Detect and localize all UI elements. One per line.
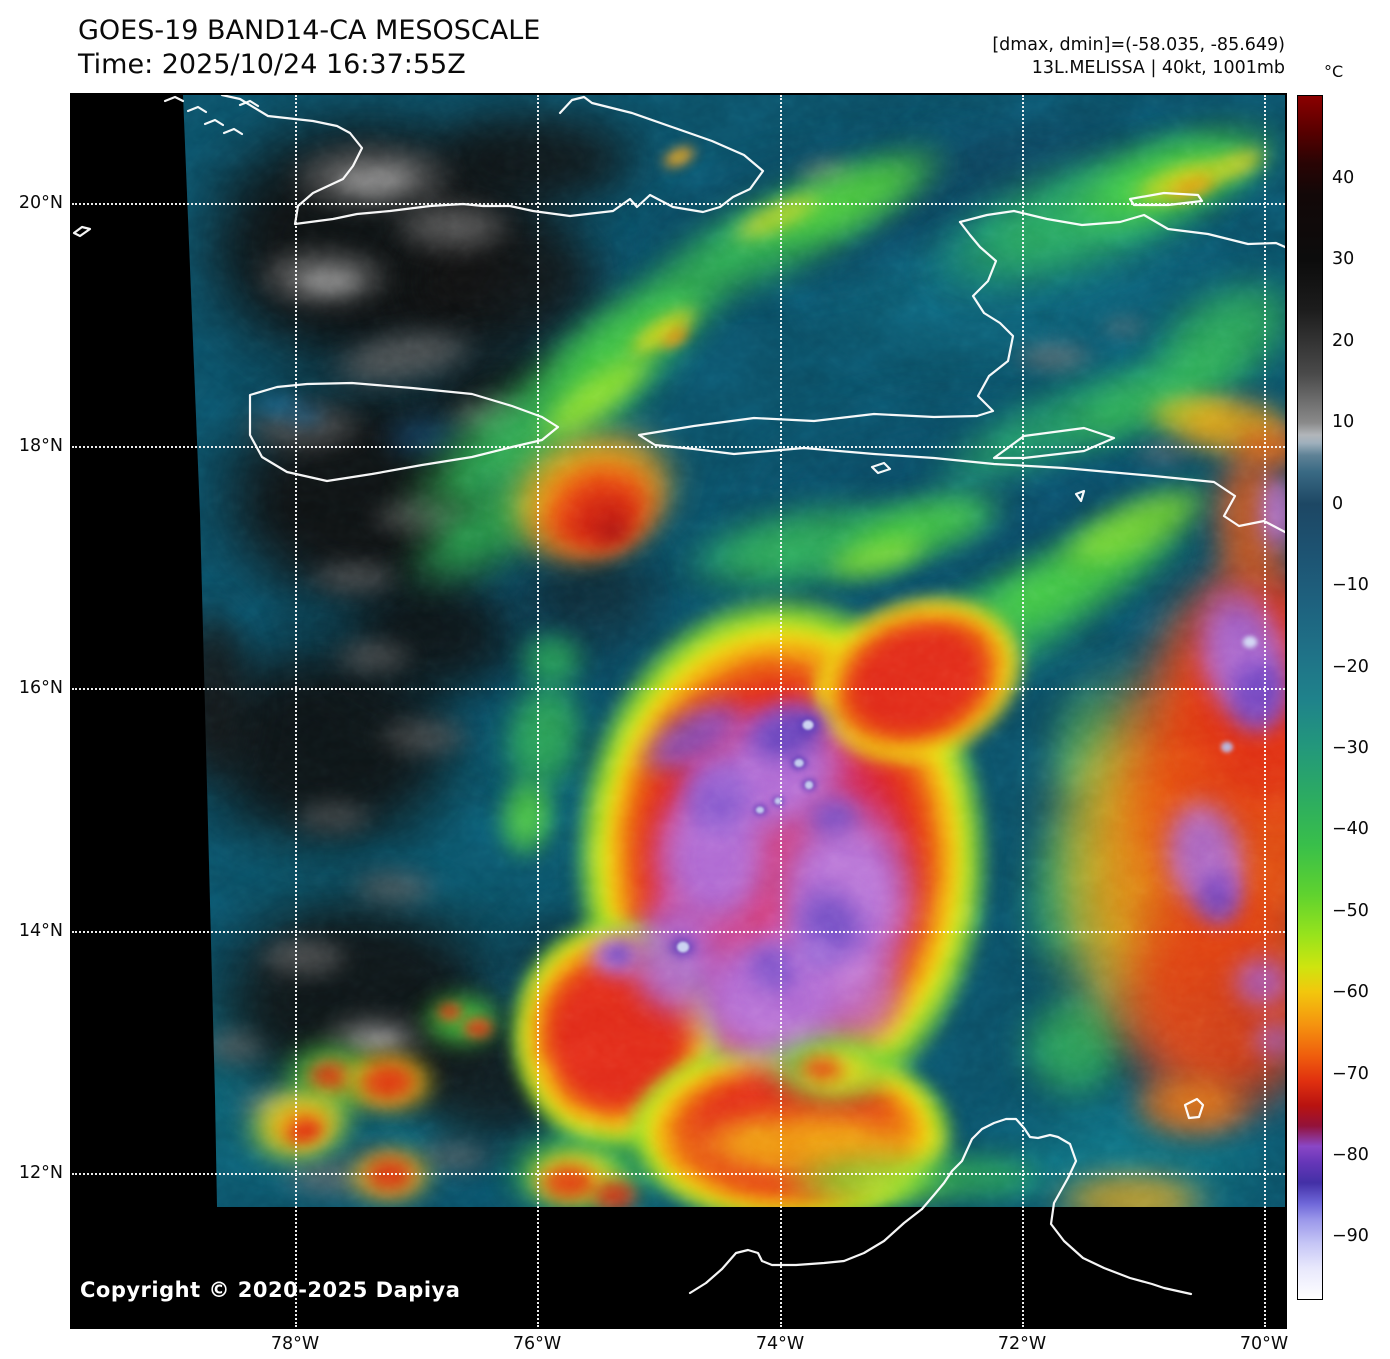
colorbar-tick-label: 0 <box>1332 493 1344 514</box>
coastline-south-america-west <box>688 1207 924 1295</box>
info-block: [dmax, dmin]=(-58.035, -85.649) 13L.MELI… <box>992 34 1285 80</box>
coastline-tortue-island <box>1128 191 1204 207</box>
colorbar-tick-label: −80 <box>1332 1145 1369 1166</box>
coastline-tiburon-peninsula <box>637 412 1285 534</box>
coastline-aruba-island <box>1183 1097 1205 1120</box>
product-title: GOES-19 BAND14-CA MESOSCALE <box>78 15 541 46</box>
coastline-guajira <box>920 1117 1193 1296</box>
lon-tick-label: 78°W <box>270 1334 320 1354</box>
storm-readout: 13L.MELISSA | 40kt, 1001mb <box>1031 58 1285 78</box>
colorbar-tick-label: −40 <box>1332 819 1369 840</box>
colorbar-tick-label: −50 <box>1332 900 1369 921</box>
colorbar-tick-label: 20 <box>1332 330 1355 351</box>
coastline-jamaica <box>248 381 560 483</box>
coastline-haiti-north <box>958 209 1285 249</box>
colorbar-tick-label: −70 <box>1332 1063 1369 1084</box>
title-block: GOES-19 BAND14-CA MESOSCALE Time: 2025/1… <box>78 14 540 82</box>
lon-tick-label: 72°W <box>997 1334 1047 1354</box>
coastline-vache-island <box>870 461 892 475</box>
coastline-gonave-island <box>992 426 1116 460</box>
coastline-cay-1 <box>163 95 185 103</box>
colorbar-tick-label: −10 <box>1332 575 1369 596</box>
satellite-map: Copyright © 2020-2025 Dapiya <box>70 93 1287 1329</box>
lon-tick-label: 74°W <box>755 1334 805 1354</box>
colorbar-tick-label: 30 <box>1332 249 1355 270</box>
lat-tick-label: 14°N <box>18 921 63 942</box>
colorbar-unit-label: °C <box>1324 62 1344 81</box>
colorbar-tick-label: −90 <box>1332 1226 1369 1247</box>
lat-tick-label: 12°N <box>18 1163 63 1183</box>
colorbar-tick-label: −20 <box>1332 656 1369 677</box>
coastline-haiti-west <box>958 220 1015 418</box>
coastline-cay-2 <box>186 105 208 114</box>
colorbar-tick-label: −30 <box>1332 737 1369 758</box>
coastline-cay-4 <box>222 127 244 136</box>
dmax-dmin-readout: [dmax, dmin]=(-58.035, -85.649) <box>992 35 1285 55</box>
colorbar-tick-label: −60 <box>1332 982 1369 1003</box>
coastline-cayman-island <box>72 225 92 238</box>
colorbar-tick-label: 40 <box>1332 168 1355 189</box>
copyright-text: Copyright © 2020-2025 Dapiya <box>80 1278 461 1302</box>
lat-tick-label: 20°N <box>18 193 63 214</box>
colorbar-tick-label: 10 <box>1332 412 1355 433</box>
coastline-cay-3 <box>203 118 225 127</box>
lat-tick-label: 16°N <box>18 677 63 698</box>
timestamp: Time: 2025/10/24 16:37:55Z <box>78 49 466 80</box>
lon-tick-label: 76°W <box>512 1334 562 1354</box>
coastlines <box>72 95 1285 1296</box>
lon-tick-label: 70°W <box>1239 1334 1289 1354</box>
colorbar <box>1297 95 1323 1300</box>
coastline-cuba <box>220 95 765 226</box>
lat-tick-label: 18°N <box>18 435 63 456</box>
coastline-beata-island <box>1074 489 1086 503</box>
